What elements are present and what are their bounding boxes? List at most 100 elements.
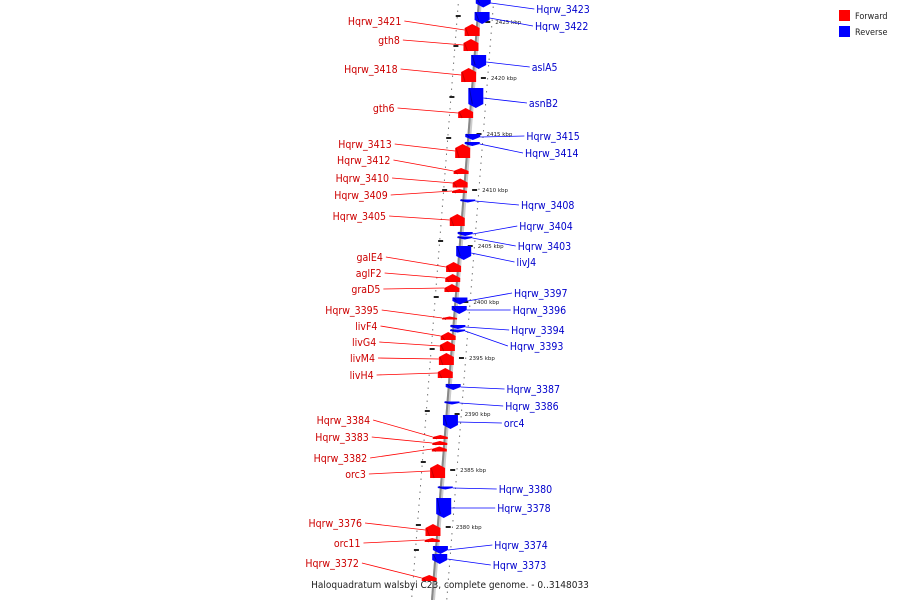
kbp-tick bbox=[458, 357, 464, 359]
dot-mark bbox=[477, 201, 479, 203]
gene-shade bbox=[465, 141, 469, 145]
reverse-gene-label: Hqrw_3386 bbox=[505, 401, 558, 413]
minor-tick bbox=[455, 15, 461, 17]
forward-gene-label: gth8 bbox=[378, 35, 400, 47]
forward-label-connector bbox=[372, 419, 433, 438]
reverse-label-connector bbox=[486, 61, 530, 68]
forward-gene-label: galE4 bbox=[356, 252, 382, 264]
dot-mark bbox=[460, 422, 462, 424]
dot-mark bbox=[451, 526, 453, 528]
dot-mark bbox=[473, 253, 475, 255]
dot-mark bbox=[480, 156, 482, 158]
minor-tick bbox=[438, 240, 444, 242]
dot-mark bbox=[419, 491, 421, 493]
dot-mark bbox=[456, 17, 458, 19]
dot-mark bbox=[426, 407, 428, 409]
forward-label-connector bbox=[394, 143, 456, 152]
reverse-gene-label: Hqrw_3423 bbox=[536, 4, 589, 16]
reverse-gene bbox=[442, 415, 458, 429]
forward-gene-label: Hqrw_3382 bbox=[314, 453, 367, 465]
gene-shade bbox=[433, 545, 438, 551]
dot-mark bbox=[421, 465, 423, 467]
forward-gene-label: graD5 bbox=[351, 284, 380, 296]
dot-mark bbox=[465, 351, 467, 353]
minor-tick bbox=[446, 137, 452, 139]
forward-gene-label: Hqrw_3384 bbox=[317, 415, 370, 427]
gene-shade bbox=[454, 170, 458, 175]
dot-mark bbox=[440, 225, 442, 227]
dot-mark bbox=[423, 439, 425, 441]
dot-mark bbox=[463, 383, 465, 385]
reverse-gene bbox=[437, 486, 453, 490]
gene-shade bbox=[465, 133, 470, 138]
dot-mark bbox=[439, 238, 441, 240]
gene-shade bbox=[450, 329, 455, 332]
forward-label-connector bbox=[377, 357, 439, 360]
forward-label-connector bbox=[400, 68, 462, 76]
dot-mark bbox=[448, 572, 450, 574]
minor-tick bbox=[424, 410, 430, 412]
gene-shade bbox=[425, 539, 429, 543]
minor-tick bbox=[449, 96, 455, 98]
dot-mark bbox=[427, 394, 429, 396]
dot-mark bbox=[423, 446, 425, 448]
dot-mark bbox=[429, 361, 431, 363]
reverse-gene bbox=[465, 134, 481, 140]
kbp-tick-label: 2410 kbp bbox=[482, 188, 508, 194]
gene-shade bbox=[465, 27, 470, 37]
reverse-gene-label: Hqrw_3397 bbox=[514, 288, 567, 300]
dot-mark bbox=[486, 91, 488, 93]
dot-mark bbox=[449, 114, 451, 116]
reverse-gene-label: Hqrw_3374 bbox=[494, 540, 547, 552]
dot-mark bbox=[422, 459, 424, 461]
kbp-tick-label: 2420 kbp bbox=[491, 76, 517, 82]
genome-title: Haloquadratum walsbyi C23, complete geno… bbox=[311, 580, 589, 591]
forward-label-connector bbox=[379, 341, 440, 347]
dot-mark bbox=[466, 344, 468, 346]
dot-mark bbox=[418, 498, 420, 500]
dot-mark bbox=[483, 123, 485, 125]
dot-mark bbox=[483, 130, 485, 132]
dot-mark bbox=[425, 420, 427, 422]
dot-mark bbox=[481, 143, 483, 145]
forward-gene bbox=[461, 68, 477, 82]
reverse-label-connector bbox=[472, 225, 518, 235]
forward-gene bbox=[432, 435, 448, 439]
dot-mark bbox=[420, 478, 422, 480]
dot-mark bbox=[447, 585, 449, 587]
forward-gene bbox=[438, 353, 454, 365]
dot-mark bbox=[424, 433, 426, 435]
dot-mark bbox=[429, 368, 431, 370]
minor-tick bbox=[442, 189, 448, 191]
dot-mark bbox=[458, 448, 460, 450]
reverse-gene-label: asnB2 bbox=[529, 98, 558, 110]
dot-mark bbox=[438, 251, 440, 253]
dot-mark bbox=[456, 474, 458, 476]
dot-mark bbox=[489, 52, 491, 54]
forward-gene-label: livG4 bbox=[352, 337, 376, 349]
dot-mark bbox=[445, 153, 447, 155]
dot-mark bbox=[490, 32, 492, 34]
forward-label-connector bbox=[383, 287, 445, 290]
forward-gene-label: gth6 bbox=[373, 103, 395, 115]
dot-mark bbox=[415, 537, 417, 539]
reverse-gene bbox=[436, 498, 452, 518]
kbp-tick-label: 2400 kbp bbox=[473, 300, 499, 306]
dot-mark bbox=[474, 240, 476, 242]
dot-mark bbox=[417, 511, 419, 513]
forward-gene bbox=[449, 214, 465, 226]
reverse-gene-label: aslA5 bbox=[532, 62, 558, 74]
forward-gene bbox=[425, 524, 441, 536]
dot-mark bbox=[458, 442, 460, 444]
dot-mark bbox=[436, 270, 438, 272]
dot-mark bbox=[484, 110, 486, 112]
dot-mark bbox=[463, 377, 465, 379]
dot-mark bbox=[432, 322, 434, 324]
dot-mark bbox=[455, 481, 457, 483]
dot-mark bbox=[485, 104, 487, 106]
dot-mark bbox=[433, 309, 435, 311]
dot-mark bbox=[470, 292, 472, 294]
gene-shade bbox=[458, 111, 463, 119]
dot-mark bbox=[439, 231, 441, 233]
dot-mark bbox=[437, 264, 439, 266]
